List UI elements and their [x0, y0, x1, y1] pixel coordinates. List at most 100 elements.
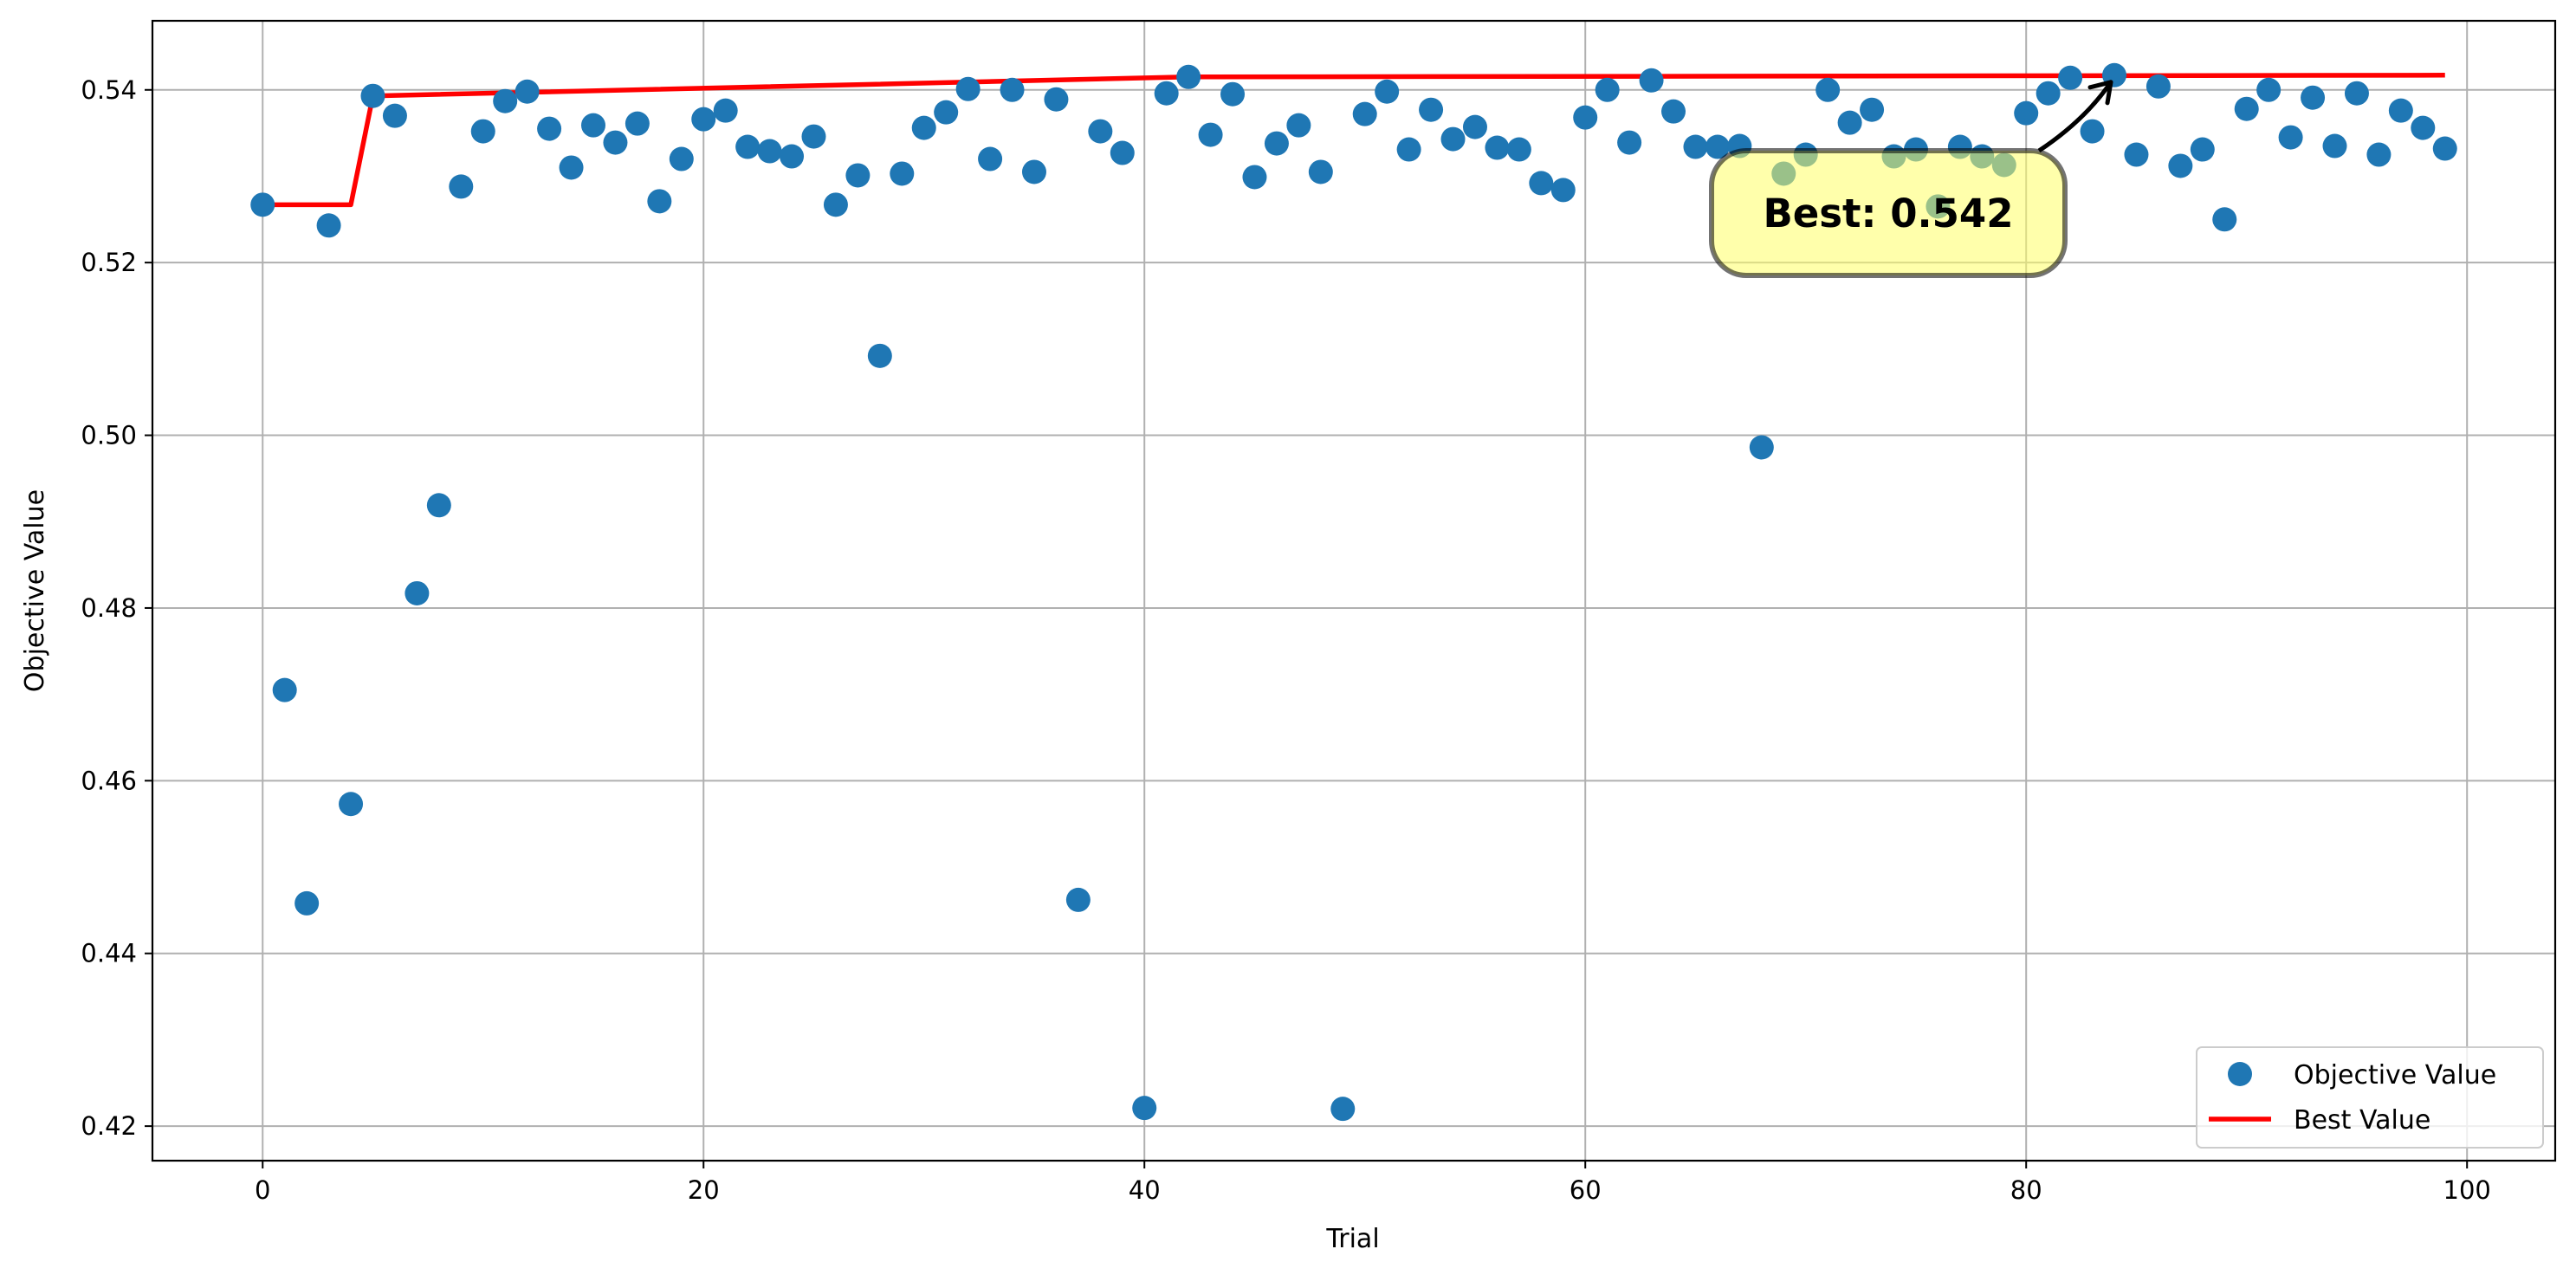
objective-point — [1860, 97, 1885, 122]
objective-point — [1749, 435, 1774, 460]
objective-point — [1198, 122, 1223, 147]
objective-point — [2256, 77, 2282, 102]
objective-point — [1220, 81, 1246, 107]
objective-point — [580, 113, 605, 138]
objective-point — [2301, 85, 2326, 110]
objective-point — [515, 79, 540, 104]
y-tick-label: 0.48 — [81, 593, 137, 623]
objective-point — [735, 134, 761, 159]
objective-point — [669, 146, 694, 172]
objective-point — [1661, 99, 1686, 124]
objective-point — [1286, 113, 1311, 138]
objective-point — [1044, 87, 1069, 112]
objective-point — [845, 163, 871, 188]
objective-point — [2278, 125, 2303, 150]
objective-point — [955, 76, 981, 101]
objective-point — [978, 146, 1003, 172]
objective-point — [2168, 153, 2193, 178]
objective-point — [1396, 137, 1421, 162]
objective-point — [2366, 142, 2392, 167]
objective-point — [1176, 64, 1201, 89]
objective-point — [1529, 171, 1554, 196]
objective-point — [2190, 137, 2215, 162]
objective-point — [316, 213, 341, 238]
objective-point — [1088, 119, 1113, 144]
objective-point — [1550, 178, 1576, 203]
objective-point — [1639, 68, 1664, 93]
objective-point — [934, 100, 959, 125]
objective-point — [691, 107, 716, 132]
objective-point — [1573, 105, 1598, 130]
x-tick-label: 100 — [2443, 1175, 2491, 1205]
y-axis-label: Objective Value — [20, 489, 50, 692]
best-annotation: Best: 0.542 — [1709, 80, 2113, 278]
legend: Objective Value Best Value — [2196, 1046, 2544, 1149]
objective-point — [2411, 115, 2436, 140]
y-tick-label: 0.46 — [81, 766, 137, 795]
objective-point — [801, 124, 826, 149]
objective-point — [470, 119, 495, 144]
objective-point — [1683, 134, 1708, 159]
legend-label-best: Best Value — [2294, 1105, 2430, 1136]
objective-point — [1419, 97, 1444, 122]
objective-point — [1154, 81, 1179, 106]
annotation-text: Best: 0.542 — [1763, 191, 2013, 236]
objective-point — [537, 116, 562, 141]
objective-point — [1462, 114, 1487, 139]
objective-point — [647, 189, 672, 214]
y-tick-label: 0.50 — [81, 421, 137, 450]
objective-point — [780, 144, 805, 169]
objective-point — [1617, 130, 1642, 155]
objective-point — [2058, 65, 2083, 90]
y-tick-label: 0.54 — [81, 75, 137, 105]
legend-marker-objective — [2228, 1062, 2252, 1086]
x-tick-label: 40 — [1129, 1175, 1161, 1205]
objective-point — [1440, 126, 1466, 152]
objective-point — [1837, 110, 1862, 135]
objective-point — [1132, 1096, 1157, 1121]
objective-point — [757, 139, 782, 164]
objective-point — [2080, 119, 2105, 144]
objective-point — [1705, 134, 1730, 159]
annotation-arrow-head — [2087, 80, 2113, 106]
objective-point — [1485, 135, 1510, 160]
objective-point — [2432, 136, 2457, 161]
legend-label-objective: Objective Value — [2294, 1060, 2496, 1091]
objective-point — [294, 890, 320, 916]
objective-point — [2212, 207, 2237, 232]
objective-point — [1352, 101, 1377, 126]
objective-point — [1110, 140, 1135, 165]
objective-point — [1506, 137, 1531, 162]
objective-point — [493, 88, 518, 113]
objective-point — [603, 130, 628, 155]
y-tick-label: 0.42 — [81, 1111, 137, 1141]
objective-point — [1242, 165, 1267, 190]
objective-point — [911, 115, 936, 140]
x-tick-label: 60 — [1570, 1175, 1602, 1205]
y-tick-label: 0.52 — [81, 248, 137, 277]
objective-point — [405, 580, 430, 605]
legend-box — [2196, 1046, 2544, 1149]
objective-point — [2388, 98, 2413, 123]
objective-point — [1330, 1097, 1356, 1122]
objective-point — [449, 174, 474, 199]
objective-point — [250, 192, 275, 217]
annotation-arrow-shaft — [2037, 81, 2113, 153]
x-axis-label: Trial — [1325, 1224, 1379, 1254]
x-tick-label: 80 — [2010, 1175, 2042, 1205]
objective-point — [1000, 77, 1025, 102]
objective-point — [272, 677, 297, 702]
objective-point — [1021, 159, 1046, 184]
objective-point — [2014, 100, 2039, 126]
objective-point — [867, 343, 892, 368]
x-tick-label: 0 — [255, 1175, 270, 1205]
objective-point — [2344, 81, 2369, 106]
objective-point — [625, 111, 650, 136]
objective-point — [1375, 79, 1400, 104]
objective-point — [339, 792, 364, 817]
y-tick-label: 0.44 — [81, 939, 137, 968]
objective-point — [2146, 74, 2171, 99]
axes: 0 20 40 60 80 100 0.42 0.44 0.46 0.48 0.50 0.52 0.54 — [81, 19, 2557, 1205]
